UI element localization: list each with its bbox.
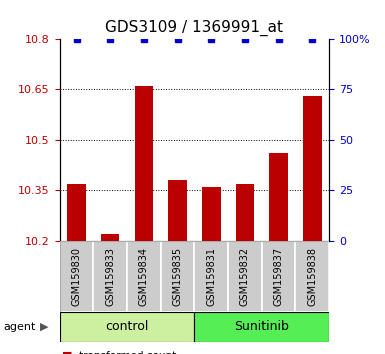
Text: ▶: ▶ [40, 321, 49, 332]
Bar [202, 187, 221, 241]
Text: GSM159830: GSM159830 [72, 247, 82, 306]
Text: GSM159833: GSM159833 [105, 247, 115, 306]
Bar [93, 241, 127, 312]
Bar [194, 241, 228, 312]
Text: GSM159835: GSM159835 [172, 246, 182, 306]
Bar [161, 241, 194, 312]
Bar [67, 183, 86, 241]
Bar [135, 86, 153, 241]
Text: Sunitinib: Sunitinib [234, 320, 289, 333]
Bar [127, 241, 161, 312]
Title: GDS3109 / 1369991_at: GDS3109 / 1369991_at [105, 20, 283, 36]
Bar [168, 180, 187, 241]
Bar [60, 312, 194, 342]
Bar [270, 153, 288, 241]
Text: agent: agent [4, 321, 36, 332]
Bar [236, 183, 254, 241]
Bar [303, 96, 321, 241]
Text: GSM159832: GSM159832 [240, 246, 250, 306]
Text: GSM159837: GSM159837 [274, 246, 284, 306]
Text: ■: ■ [62, 351, 72, 354]
Bar [296, 241, 329, 312]
Bar [101, 234, 119, 241]
Bar [228, 241, 262, 312]
Bar [194, 312, 329, 342]
Bar [60, 241, 93, 312]
Text: GSM159838: GSM159838 [307, 247, 317, 306]
Bar [262, 241, 296, 312]
Text: control: control [105, 320, 149, 333]
Text: transformed count: transformed count [79, 351, 176, 354]
Text: GSM159831: GSM159831 [206, 247, 216, 306]
Text: GSM159834: GSM159834 [139, 247, 149, 306]
